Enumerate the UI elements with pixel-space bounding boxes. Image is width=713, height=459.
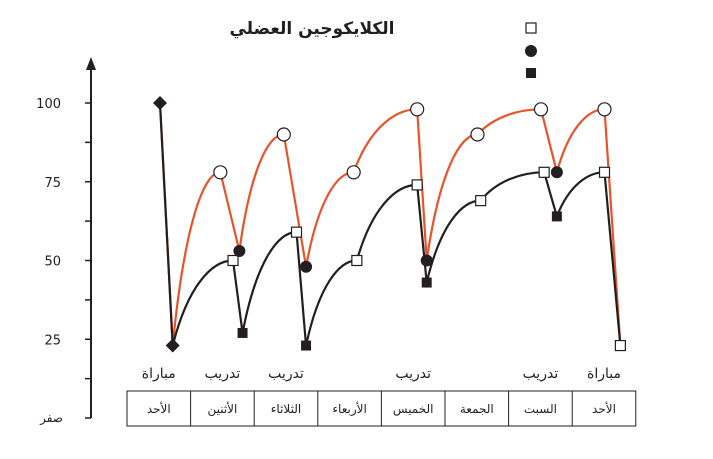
marker-filled-square: [551, 211, 562, 222]
day-label: الأحد: [147, 401, 171, 416]
marker-filled-diamond: [165, 338, 180, 353]
y-tick-label: 25: [44, 333, 61, 348]
day-label: الثلاثاء: [271, 402, 301, 416]
marker-open-circle: [276, 127, 291, 142]
marker-filled-square: [421, 277, 432, 288]
labels-group: 100 75 50 25 صفر الأحد الأثنين الثلاثاء الأربعاء…: [36, 22, 621, 426]
activity-label: تدريب: [523, 366, 559, 382]
marker-filled-circle: [550, 166, 563, 179]
axes-group: [85, 57, 637, 427]
activity-label: تدريب: [268, 366, 304, 382]
y-tick-label: 50: [44, 255, 61, 270]
y-axis-arrow: [86, 57, 96, 70]
marker-open-circle: [213, 165, 228, 180]
activity-label: مباراة: [142, 366, 176, 382]
day-label: الأثنين: [207, 401, 237, 417]
marker-open-square: [351, 254, 363, 267]
marker-filled-square: [237, 327, 248, 338]
marker-open-square: [538, 166, 550, 178]
y-tick-label: 75: [44, 176, 61, 191]
series-line-black: [158, 102, 622, 347]
marker-filled-diamond: [153, 96, 167, 110]
marker-open-square: [290, 226, 303, 238]
marker-open-square: [614, 339, 626, 352]
marker-filled-square: [526, 68, 536, 78]
day-label: السبت: [524, 402, 557, 416]
marker-filled-circle: [300, 260, 313, 273]
marker-open-square: [227, 254, 239, 267]
series-line-orange: [158, 102, 622, 347]
day-label: الخميس: [393, 402, 434, 417]
activity-label: تدريب: [395, 366, 431, 382]
chart-title: الكلايكوجين العضلي: [229, 19, 394, 39]
day-label: الأربعاء: [332, 401, 366, 417]
day-label: الأحد: [592, 401, 616, 416]
marker-open-circle: [346, 165, 361, 180]
marker-filled-circle: [525, 45, 537, 57]
marker-filled-square: [301, 340, 312, 351]
y-tick-label: 100: [36, 97, 61, 112]
activity-label: مباراة: [587, 366, 621, 382]
series-markers: [153, 96, 626, 353]
series-lines: [158, 102, 622, 347]
marker-open-circle: [470, 127, 485, 142]
activity-label: تدريب: [205, 366, 241, 382]
marker-open-square: [475, 195, 487, 207]
y-zero-label: صفر: [39, 411, 63, 426]
marker-open-circle: [597, 102, 612, 117]
marker-open-square: [411, 179, 423, 191]
day-label: الجمعة: [460, 402, 494, 416]
marker-open-square: [598, 166, 611, 178]
marker-open-circle: [533, 102, 549, 117]
marker-open-circle: [410, 102, 425, 117]
marker-filled-circle: [420, 254, 433, 267]
marker-open-square: [525, 22, 537, 34]
marker-filled-circle: [233, 245, 246, 258]
